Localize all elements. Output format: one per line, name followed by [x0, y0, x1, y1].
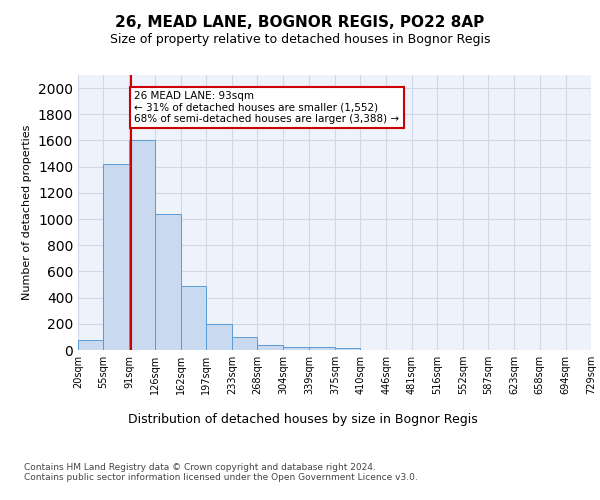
Bar [78, 340, 103, 350]
Y-axis label: Number of detached properties: Number of detached properties [22, 125, 32, 300]
Bar [103, 164, 130, 350]
Text: Contains HM Land Registry data © Crown copyright and database right 2024.
Contai: Contains HM Land Registry data © Crown c… [24, 462, 418, 482]
Bar [130, 140, 155, 350]
Text: Size of property relative to detached houses in Bognor Regis: Size of property relative to detached ho… [110, 32, 490, 46]
Bar [335, 348, 360, 350]
Bar [155, 214, 181, 350]
Bar [232, 337, 257, 350]
Bar [257, 345, 283, 350]
Bar [283, 346, 309, 350]
Bar [181, 286, 206, 350]
Bar [309, 348, 335, 350]
Text: Distribution of detached houses by size in Bognor Regis: Distribution of detached houses by size … [128, 412, 478, 426]
Bar [206, 324, 232, 350]
Text: 26, MEAD LANE, BOGNOR REGIS, PO22 8AP: 26, MEAD LANE, BOGNOR REGIS, PO22 8AP [115, 15, 485, 30]
Text: 26 MEAD LANE: 93sqm
← 31% of detached houses are smaller (1,552)
68% of semi-det: 26 MEAD LANE: 93sqm ← 31% of detached ho… [134, 90, 400, 124]
